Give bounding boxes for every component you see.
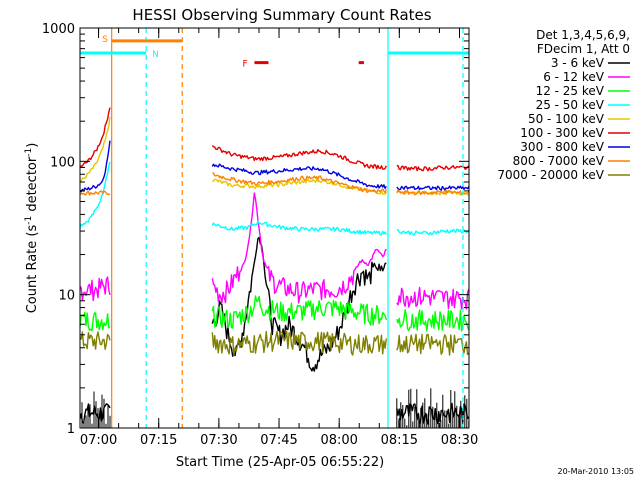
x-tick-label: 08:15 — [381, 433, 418, 448]
y-tick-label: 10 — [58, 289, 75, 304]
x-tick-label: 07:00 — [80, 433, 117, 448]
series-line-17 — [211, 330, 387, 357]
series-line-19 — [396, 286, 470, 310]
series-line-8 — [79, 331, 111, 350]
series-line-10 — [211, 192, 387, 304]
series-line-15 — [211, 163, 387, 190]
night-label: N — [152, 50, 159, 60]
chart-title: HESSI Observing Summary Count Rates — [132, 6, 431, 24]
y-axis-label: Count Rate (s-1 detector-1) — [24, 143, 40, 314]
legend-entry-label: 3 - 6 keV — [551, 56, 605, 70]
legend-entry-label: 6 - 12 keV — [543, 70, 605, 84]
y-axis-label-end: ) — [25, 143, 40, 148]
legend-entry-label: 50 - 100 keV — [528, 112, 605, 126]
series-line-11 — [211, 295, 387, 329]
x-tick-label: 07:15 — [140, 433, 177, 448]
legend-entry-label: 800 - 7000 keV — [513, 154, 605, 168]
x-axis: 07:00 07:15 07:30 07:45 08:00 08:15 08:30 — [80, 28, 478, 448]
y-tick-label: 1000 — [42, 22, 75, 37]
legend: Det 1,3,4,5,6,9, FDecim 1, Att 0 3 - 6 k… — [497, 28, 630, 182]
x-tick-label: 08:00 — [320, 433, 357, 448]
legend-entry-label: 25 - 50 keV — [536, 98, 605, 112]
series-line-24 — [396, 185, 470, 191]
legend-entry-label: 12 - 25 keV — [536, 84, 605, 98]
legend-entry-label: 300 - 800 keV — [520, 140, 604, 154]
x-tick-label: 08:30 — [441, 433, 478, 448]
series-line-3 — [79, 161, 111, 228]
x-axis-label: Start Time (25-Apr-05 06:55:22) — [176, 455, 384, 470]
y-axis-label-sup1: -1 — [24, 216, 34, 225]
series-line-25 — [396, 189, 470, 196]
y-axis-label-sup2: -1 — [24, 148, 34, 157]
series-line-5 — [79, 107, 111, 168]
series-line-23 — [396, 164, 470, 172]
series-line-21 — [396, 228, 470, 236]
series-line-0 — [79, 403, 111, 424]
series-line-12 — [211, 220, 387, 236]
legend-entry-label: 100 - 300 keV — [520, 126, 604, 140]
series-line-2 — [79, 311, 111, 332]
y-axis: 1 10 100 1000 — [42, 22, 469, 437]
x-tick-label: 07:45 — [260, 433, 297, 448]
series-line-26 — [396, 333, 470, 356]
series-line-20 — [396, 309, 470, 332]
plot-area: S N F — [79, 28, 470, 428]
series-line-1 — [79, 276, 111, 302]
y-tick-label: 1 — [67, 422, 75, 437]
legend-header-1: Det 1,3,4,5,6,9, — [536, 28, 630, 42]
saa-label: S — [102, 35, 108, 45]
footer-timestamp: 20-Mar-2010 13:05 — [558, 467, 635, 476]
flare-label: F — [242, 60, 247, 70]
y-tick-label: 100 — [50, 155, 75, 170]
series-line-7 — [79, 190, 111, 196]
plot-frame — [79, 27, 470, 429]
series-line-18 — [396, 402, 470, 425]
series-line-14 — [211, 145, 387, 170]
series-line-6 — [79, 140, 111, 193]
x-tick-label: 07:30 — [200, 433, 237, 448]
series-line-16 — [212, 172, 387, 194]
y-axis-label-main: Count Rate (s — [25, 225, 40, 314]
legend-entry-label: 7000 - 20000 keV — [497, 168, 604, 182]
y-axis-label-mid: detector — [25, 156, 40, 216]
series-line-4 — [79, 116, 111, 183]
legend-header-2: FDecim 1, Att 0 — [537, 42, 630, 56]
